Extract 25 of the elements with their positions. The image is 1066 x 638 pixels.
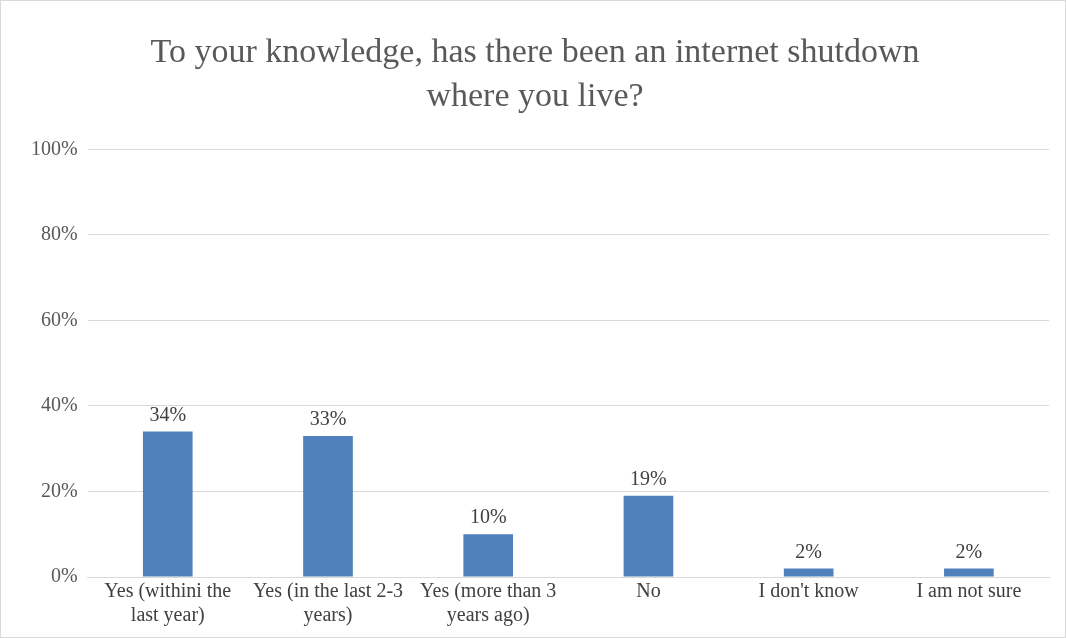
data-label: 33% <box>309 407 347 430</box>
bar <box>944 568 994 577</box>
data-label: 2% <box>955 539 983 562</box>
bar <box>142 431 193 577</box>
data-label: 2% <box>795 539 822 562</box>
y-tick-label: 80% <box>40 222 78 245</box>
x-tick-label: I don't know <box>758 579 860 602</box>
x-tick-label: No <box>636 579 661 602</box>
y-tick-label: 100% <box>30 136 78 159</box>
y-tick-label: 20% <box>40 478 78 501</box>
y-tick-label: 0% <box>50 564 78 587</box>
y-tick-label: 40% <box>40 393 78 416</box>
chart-title: To your knowledge, has there been an internet shutdown where you live? <box>150 32 920 114</box>
bar <box>463 534 514 577</box>
bar <box>303 435 353 577</box>
bar <box>623 495 674 577</box>
x-tick-label: Yes (in the last 2-3 years) <box>252 579 404 627</box>
data-label: 34% <box>149 402 187 425</box>
x-tick-label: I am not sure <box>916 579 1022 602</box>
bar <box>783 568 834 577</box>
y-tick-label: 60% <box>40 307 78 330</box>
data-label: 10% <box>469 505 507 528</box>
x-tick-label: Yes (more than 3 years ago) <box>420 579 557 627</box>
x-tick-label: Yes (withini the last year) <box>104 579 232 627</box>
data-label: 19% <box>630 467 667 490</box>
